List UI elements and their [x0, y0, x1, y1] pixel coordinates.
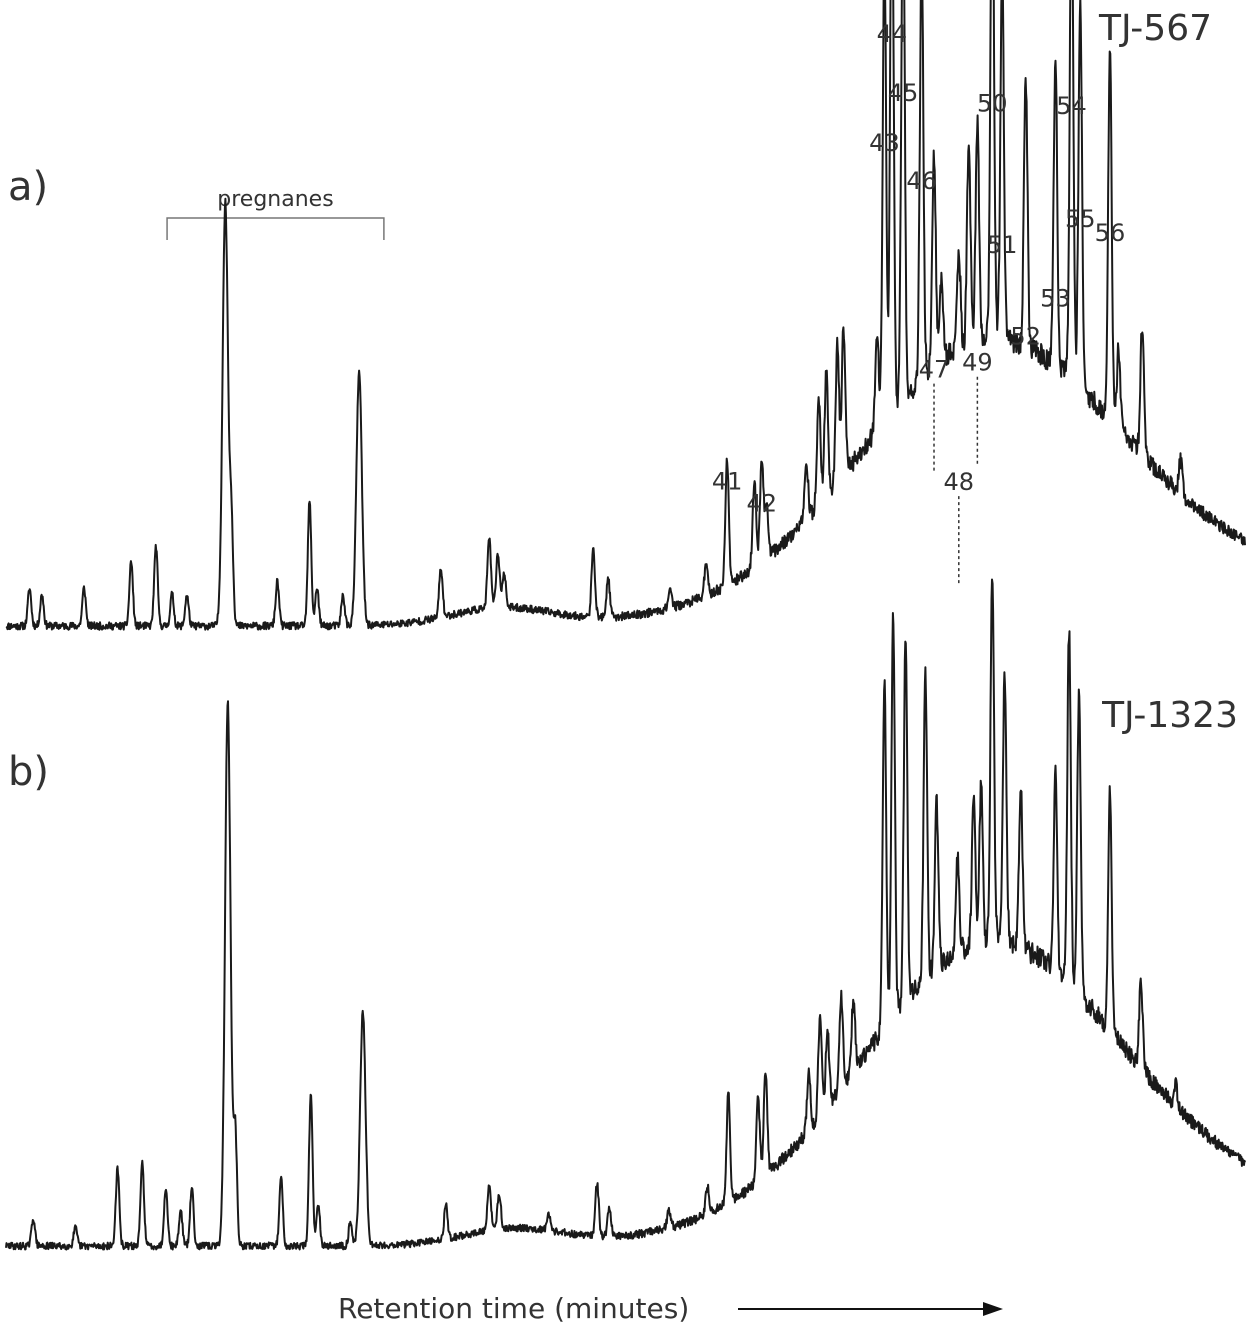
panel-a-trace: [5, 0, 1246, 631]
peak-label: 46: [906, 167, 937, 195]
peak-label: 52: [1010, 322, 1041, 350]
panel-b: b) TJ-1323: [5, 578, 1246, 1251]
x-axis: Retention time (minutes): [338, 1292, 1003, 1325]
peak-label: 54: [1056, 92, 1087, 120]
peak-label: 55: [1065, 205, 1096, 233]
peak-label: 47: [919, 356, 950, 384]
right-arrow-icon: [738, 1302, 1003, 1316]
panel-b-sample-label: TJ-1323: [1101, 695, 1238, 736]
pregnanes-bracket: pregnanes: [166, 187, 385, 240]
panel-b-letter: b): [8, 749, 49, 795]
peak-label: 45: [888, 79, 919, 107]
panel-b-trace: [5, 578, 1246, 1251]
panel-a-sample-label: TJ-567: [1098, 8, 1212, 49]
peak-label: 50: [977, 89, 1008, 117]
peak-label: 41: [712, 468, 743, 496]
pregnanes-bracket-line: [166, 217, 385, 240]
x-axis-label: Retention time (minutes): [338, 1292, 689, 1325]
peak-label: 43: [869, 129, 900, 157]
peak-label: 51: [987, 231, 1018, 259]
peak-label: 53: [1040, 285, 1071, 313]
pregnanes-label: pregnanes: [217, 187, 333, 212]
panel-a-letter: a): [8, 164, 48, 210]
peak-label: 44: [877, 20, 908, 48]
peak-label: 49: [962, 349, 993, 377]
peak-label: 48: [944, 468, 975, 496]
peak-label: 42: [747, 490, 778, 518]
peak-label: 56: [1095, 219, 1126, 247]
